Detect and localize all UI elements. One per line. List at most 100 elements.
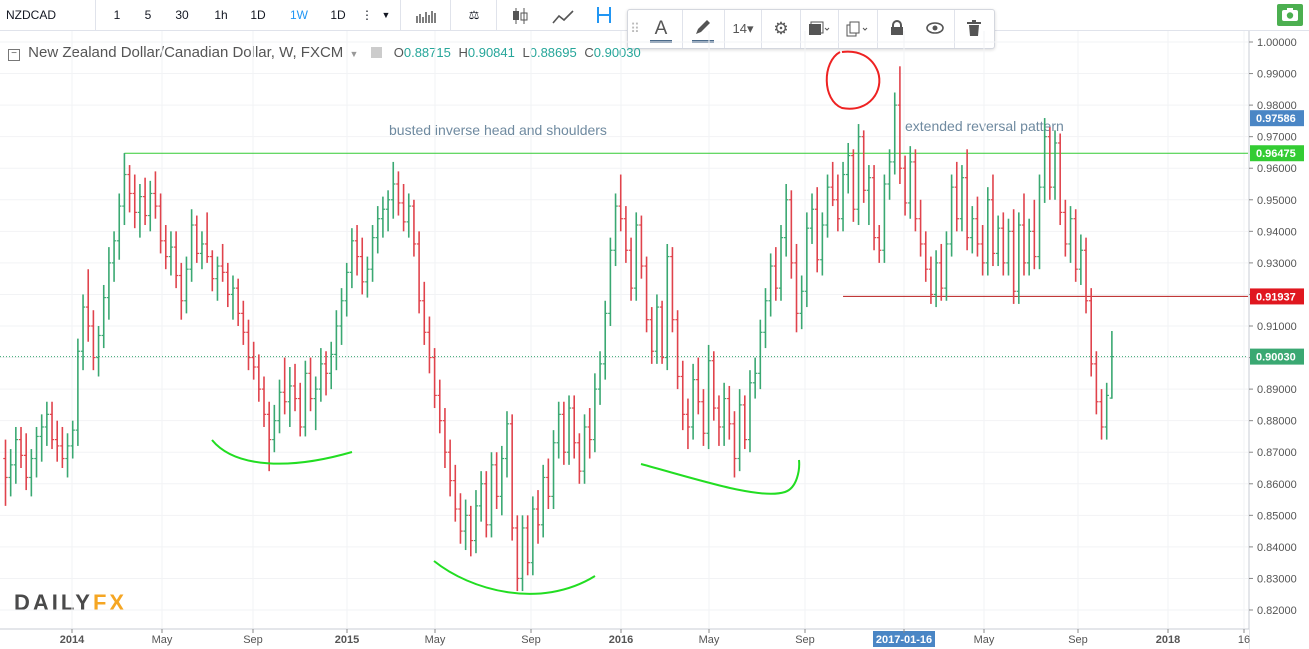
red-circle-marker bbox=[825, 50, 881, 110]
interval-1-button[interactable]: 1 bbox=[113, 8, 121, 22]
ohlc-bar bbox=[86, 269, 91, 342]
ohlc-bar bbox=[923, 231, 928, 282]
symbol-search[interactable]: NZDCAD bbox=[0, 0, 96, 30]
ohlc-bar bbox=[597, 351, 603, 405]
eye-icon[interactable] bbox=[916, 10, 954, 48]
interval-1d-alt-button[interactable]: 1D bbox=[330, 8, 346, 22]
ohlc-bar bbox=[1083, 237, 1089, 314]
ohlc-bar bbox=[897, 66, 903, 184]
ohlc-bar bbox=[277, 379, 282, 434]
line-chart-icon[interactable] bbox=[544, 0, 582, 30]
ohlc-bar bbox=[675, 310, 680, 390]
low-value: 0.88695 bbox=[529, 45, 577, 60]
green-curve-marker bbox=[211, 439, 353, 465]
ohlc-bar bbox=[634, 212, 639, 301]
ohlc-bar bbox=[944, 231, 949, 301]
indicators-icon[interactable] bbox=[585, 0, 623, 30]
open-label: O bbox=[393, 45, 404, 60]
ohlc-bar bbox=[1094, 351, 1099, 415]
ohlc-bar bbox=[458, 493, 463, 544]
ohlc-bar bbox=[711, 351, 716, 421]
trash-icon[interactable] bbox=[955, 10, 993, 48]
ohlc-bar bbox=[101, 284, 106, 349]
ohlc-bar bbox=[990, 174, 996, 267]
ohlc-bar bbox=[468, 505, 473, 557]
ohlc-bar bbox=[768, 253, 773, 317]
data-window-icon[interactable] bbox=[370, 47, 382, 58]
ohlc-bar bbox=[871, 165, 877, 251]
lock-icon[interactable] bbox=[878, 10, 916, 48]
interval-dropdown-icon[interactable]: ▼ bbox=[381, 10, 391, 20]
ohlc-bar bbox=[1047, 127, 1053, 200]
ohlc-bar bbox=[354, 225, 360, 276]
ohlc-bar bbox=[1073, 209, 1078, 282]
ohlc-bar bbox=[685, 398, 691, 450]
ohlc-bar bbox=[737, 389, 742, 472]
ohlc-bar bbox=[117, 193, 122, 260]
ohlc-bar bbox=[49, 401, 55, 450]
x-axis-label: 16 bbox=[1238, 634, 1250, 646]
y-axis-panel bbox=[1249, 31, 1309, 649]
visual-order-icon[interactable] bbox=[802, 10, 836, 48]
y-axis-label: 0.94000 bbox=[1257, 226, 1297, 238]
ohlc-bar bbox=[577, 433, 582, 484]
y-axis-label: 0.96000 bbox=[1257, 163, 1297, 175]
ohlc-bar bbox=[55, 420, 60, 462]
ohlc-bar bbox=[902, 155, 908, 216]
interval-1w-button[interactable]: 1W bbox=[290, 8, 308, 22]
ohlc-bar bbox=[375, 206, 380, 254]
ohlc-bar bbox=[473, 490, 479, 554]
price-tag-label: 0.90030 bbox=[1256, 352, 1296, 364]
ohlc-bar bbox=[478, 471, 484, 522]
drag-handle-icon[interactable]: ⠿ bbox=[630, 21, 640, 36]
green-curve-marker bbox=[640, 459, 801, 495]
clone-icon[interactable] bbox=[840, 10, 874, 48]
interval-5-button[interactable]: 5 bbox=[144, 8, 152, 22]
x-axis-label: Sep bbox=[243, 634, 263, 646]
ohlc-bar bbox=[80, 294, 86, 371]
ohlc-bar bbox=[272, 404, 277, 453]
y-axis-label: 0.99000 bbox=[1257, 69, 1297, 81]
x-axis-label: 2015 bbox=[335, 634, 359, 646]
ohlc-bar bbox=[60, 426, 65, 468]
ohlc-bar bbox=[592, 373, 598, 453]
ohlc-bar bbox=[742, 395, 748, 450]
ohlc-bar bbox=[484, 471, 489, 538]
collapse-icon[interactable]: − bbox=[8, 49, 20, 61]
interval-1h-button[interactable]: 1h bbox=[214, 8, 228, 22]
interval-30-button[interactable]: 30 bbox=[175, 8, 189, 22]
interval-1d-button[interactable]: 1D bbox=[250, 8, 266, 22]
ohlc-bar bbox=[975, 196, 980, 257]
ohlc-bar bbox=[504, 411, 510, 478]
settings-gear-icon[interactable]: ⚙ bbox=[773, 19, 789, 38]
annotation-busted-pattern: busted inverse head and shoulders bbox=[389, 122, 607, 138]
ohlc-bar bbox=[1021, 193, 1027, 276]
ohlc-bar bbox=[210, 250, 215, 292]
ohlc-bar bbox=[318, 348, 324, 402]
ohlc-bar bbox=[985, 187, 990, 276]
ohlc-bar bbox=[680, 360, 685, 431]
ohlc-bar bbox=[1032, 199, 1037, 270]
ohlc-bar bbox=[752, 357, 758, 399]
candles-icon[interactable] bbox=[501, 0, 539, 30]
ohlc-bar bbox=[773, 247, 779, 301]
compare-scale-icon[interactable]: ⚖ bbox=[468, 8, 480, 22]
ohlc-bar bbox=[179, 262, 184, 320]
ohlc-bar bbox=[721, 382, 727, 446]
ohlc-bar bbox=[608, 237, 613, 326]
ohlc-bar bbox=[163, 225, 168, 270]
x-axis-label: 2018 bbox=[1156, 634, 1180, 646]
ohlc-bar bbox=[422, 281, 427, 345]
camera-icon[interactable] bbox=[1277, 4, 1303, 26]
ohlc-bar bbox=[783, 184, 789, 257]
ohlc-bar bbox=[763, 288, 768, 349]
legend-menu-icon[interactable]: ▼ bbox=[349, 49, 359, 59]
bar-style-icon[interactable] bbox=[407, 0, 445, 30]
font-size-select[interactable]: 14▾ bbox=[732, 21, 754, 36]
ohlc-bar bbox=[111, 231, 117, 282]
x-axis-panel bbox=[0, 629, 1249, 649]
more-intervals-icon[interactable]: ⋮ bbox=[361, 8, 373, 22]
ohlc-bar bbox=[360, 237, 365, 295]
chart-legend: − New Zealand Dollar/Canadian Dollar, W,… bbox=[8, 44, 641, 64]
